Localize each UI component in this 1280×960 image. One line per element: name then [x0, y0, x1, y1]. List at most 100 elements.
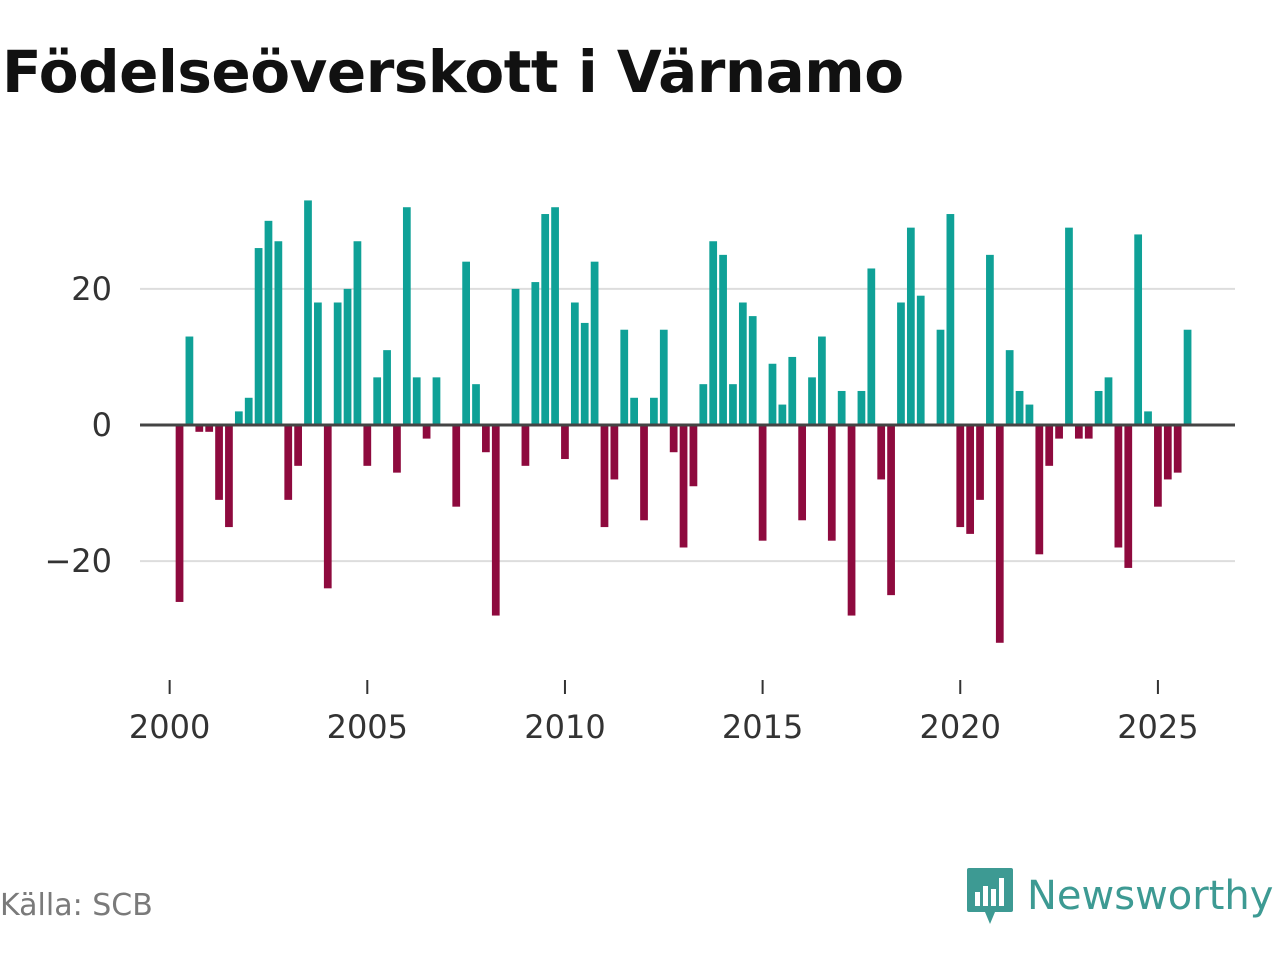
bar: [1173, 425, 1182, 473]
bar: [383, 350, 391, 425]
bar: [185, 336, 194, 425]
bar: [551, 207, 559, 425]
bar: [689, 425, 698, 487]
bar: [818, 336, 826, 425]
bar: [709, 241, 718, 425]
bar: [402, 207, 411, 425]
bar: [995, 425, 1004, 643]
bar: [1124, 425, 1133, 568]
bar: [857, 390, 866, 425]
bar: [1005, 350, 1014, 425]
bar: [976, 425, 984, 500]
bar: [244, 397, 253, 425]
bar: [393, 425, 401, 473]
bar: [1094, 390, 1103, 425]
bar: [669, 425, 678, 453]
bar: [491, 425, 500, 616]
bar: [234, 411, 243, 425]
bar: [254, 248, 263, 425]
bar: [986, 254, 994, 425]
bar: [699, 384, 708, 425]
bar: [867, 268, 876, 425]
bar: [570, 302, 579, 425]
bar: [887, 425, 895, 596]
bar: [1084, 425, 1093, 439]
bar: [511, 288, 520, 425]
bar: [758, 425, 767, 541]
bar: [1015, 390, 1024, 425]
bar: [788, 356, 797, 425]
bar: [541, 214, 550, 425]
x-tick-label: 2000: [129, 708, 210, 746]
bar: [1144, 411, 1152, 425]
bar: [827, 425, 836, 541]
bar: [1074, 425, 1083, 439]
bar: [946, 214, 955, 425]
bar: [215, 425, 223, 500]
bar: [482, 425, 490, 453]
bar: [531, 282, 540, 425]
bar: [650, 397, 658, 425]
bar: [748, 316, 757, 425]
bar: [877, 425, 886, 480]
bar: [738, 302, 747, 425]
bar: [1183, 329, 1192, 425]
bar: [729, 384, 737, 425]
x-tick-label: 2015: [722, 708, 803, 746]
newsworthy-logo-icon: [967, 868, 1013, 924]
x-tick-label: 2020: [920, 708, 1001, 746]
bar: [195, 425, 204, 432]
bar: [521, 425, 530, 466]
bar: [600, 425, 609, 528]
bar: [1154, 425, 1162, 507]
bar: [590, 261, 599, 425]
bar: [462, 261, 470, 425]
y-axis-ticks: −20 0 20: [44, 270, 112, 580]
bar: [1035, 425, 1044, 555]
bar: [897, 302, 905, 425]
bar: [580, 322, 589, 425]
bar: [1025, 404, 1034, 425]
bar: [323, 425, 332, 589]
bar: [284, 425, 293, 500]
bar: [936, 329, 945, 425]
bar: [314, 302, 322, 425]
bar: [333, 302, 342, 425]
bar: [561, 425, 569, 460]
bar: [1065, 227, 1073, 425]
bar: [225, 425, 233, 528]
brand-name: Newsworthy: [1027, 873, 1274, 919]
x-axis-ticks: 2000 2005 2010 2015 2020 2025: [129, 680, 1199, 746]
bar: [837, 390, 846, 425]
bar: [353, 241, 362, 425]
y-tick-label: 0: [92, 406, 112, 444]
bar: [679, 425, 688, 548]
bar: [343, 288, 352, 425]
bar: [205, 425, 214, 432]
bar: [847, 425, 856, 616]
bar: [808, 377, 816, 425]
bar: [610, 425, 619, 480]
x-tick-label: 2005: [327, 708, 408, 746]
bar: [264, 220, 273, 425]
bar: [956, 425, 965, 528]
x-tick-label: 2025: [1117, 708, 1198, 746]
newsworthy-logo: Newsworthy: [965, 866, 1273, 926]
bar: [432, 377, 441, 425]
bar: [412, 377, 421, 425]
bar: [274, 241, 283, 425]
bar: [630, 397, 638, 425]
bar: [906, 227, 915, 425]
bar: [768, 363, 777, 425]
bar: [1045, 425, 1054, 466]
chart-title: Födelseöverskott i Värnamo: [2, 38, 904, 106]
gridlines: [140, 287, 1235, 563]
source-label: Källa: SCB: [0, 888, 153, 923]
bar: [175, 425, 184, 602]
bar: [304, 200, 312, 425]
x-tick-label: 2010: [524, 708, 605, 746]
bar: [719, 254, 727, 425]
bar: [966, 425, 975, 534]
bar: [798, 425, 807, 521]
